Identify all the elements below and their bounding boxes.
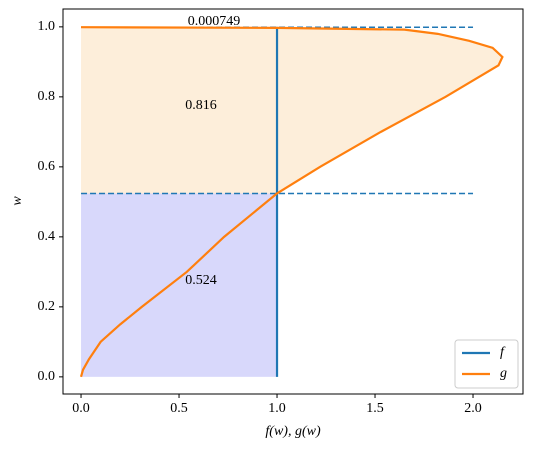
- x-tick-label: 1.5: [366, 401, 384, 416]
- x-tick-label: 2.0: [464, 401, 482, 416]
- x-tick-label: 1.0: [268, 401, 286, 416]
- series-line: [79, 26, 504, 378]
- y-tick-label: 0.0: [38, 369, 56, 384]
- fill-region: [81, 193, 278, 377]
- x-axis-label: f(w), g(w): [265, 424, 321, 439]
- x-tick-label: 0.0: [72, 401, 90, 416]
- y-tick-label: 1.0: [38, 19, 56, 34]
- y-tick-label: 0.8: [38, 89, 56, 104]
- legend-label: f: [500, 345, 506, 360]
- y-tick-label: 0.4: [38, 229, 56, 244]
- plot-frame: [62, 8, 524, 395]
- legend-box: [454, 339, 519, 389]
- legend-label: g: [500, 366, 507, 381]
- y-tick-label: 0.6: [38, 159, 56, 174]
- y-tick-label: 0.2: [38, 299, 56, 314]
- fill-region: [81, 27, 503, 194]
- y-axis-label: w: [10, 196, 25, 206]
- x-tick-label: 0.5: [170, 401, 188, 416]
- annotation: 0.524: [185, 273, 217, 288]
- annotation: 0.000749: [188, 14, 241, 29]
- annotation: 0.816: [185, 98, 217, 113]
